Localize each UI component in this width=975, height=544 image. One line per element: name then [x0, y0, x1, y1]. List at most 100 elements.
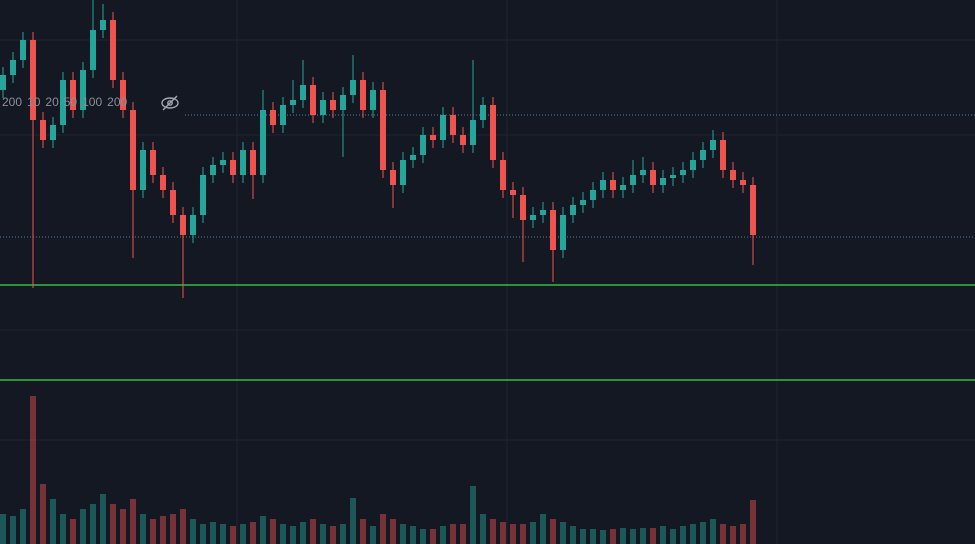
volume-bar	[400, 524, 406, 544]
candle-body	[420, 135, 426, 155]
candle-body	[220, 160, 226, 165]
candle-body	[290, 100, 296, 105]
candle-body	[380, 90, 386, 170]
candle-body	[60, 80, 66, 125]
candle-body	[250, 150, 256, 175]
candle-body	[630, 175, 636, 185]
candle-body	[440, 115, 446, 140]
legend-label: 20	[45, 95, 59, 109]
candle-body	[580, 200, 586, 205]
candle-body	[400, 160, 406, 185]
volume-bar	[450, 524, 456, 544]
volume-bar	[340, 524, 346, 544]
volume-bar	[210, 522, 216, 544]
candle-body	[460, 135, 466, 145]
volume-bar	[30, 396, 36, 544]
candle-body	[110, 20, 116, 80]
volume-bar	[20, 509, 26, 544]
candle-body	[80, 70, 86, 110]
volume-bar	[190, 519, 196, 544]
candle-body	[100, 20, 106, 30]
candle-body	[640, 170, 646, 175]
volume-bar	[110, 504, 116, 544]
candle-body	[310, 85, 316, 115]
volume-bar	[60, 514, 66, 544]
volume-bar	[520, 524, 526, 544]
volume-bar	[610, 529, 616, 544]
volume-bar	[600, 530, 606, 544]
volume-bar	[90, 504, 96, 544]
candle-body	[410, 155, 416, 160]
candle-body	[680, 170, 686, 175]
candle-body	[750, 185, 756, 235]
candle-body	[500, 160, 506, 190]
candle-body	[570, 205, 576, 215]
candle-body	[360, 80, 366, 110]
volume-bar	[700, 522, 706, 544]
volume-bar	[220, 524, 226, 544]
volume-bar	[160, 516, 166, 544]
candle-body	[30, 40, 36, 120]
candle-body	[370, 90, 376, 110]
legend-label: 10	[27, 95, 41, 109]
candle-body	[50, 125, 56, 140]
price-lines	[0, 114, 975, 381]
candle-body	[690, 160, 696, 170]
candle-body	[530, 215, 536, 220]
candle-body	[540, 210, 546, 215]
candle-body	[560, 215, 566, 250]
volume-bar	[750, 500, 756, 544]
volume-bar	[40, 484, 46, 544]
volume-bar	[240, 524, 246, 544]
volume-bar	[640, 528, 646, 544]
volume-bar	[10, 516, 16, 544]
volume-bar	[430, 529, 436, 544]
volume-bar	[500, 522, 506, 544]
candle-body	[170, 190, 176, 215]
volume-bar	[320, 524, 326, 544]
volume-bar	[490, 519, 496, 544]
candle-body	[550, 210, 556, 250]
volume-bar	[630, 529, 636, 544]
volume-bar	[0, 514, 6, 544]
candle-body	[620, 185, 626, 190]
volume-bar	[650, 528, 656, 544]
volume-bar	[440, 526, 446, 544]
volume-bar	[200, 524, 206, 544]
volume-bar	[50, 499, 56, 544]
volume-bar	[380, 514, 386, 544]
candle-body	[730, 170, 736, 180]
hide-icon[interactable]	[161, 95, 179, 111]
candle-body	[480, 105, 486, 120]
candle-body	[720, 140, 726, 170]
volume-pane	[0, 396, 756, 544]
candle-body	[660, 178, 666, 185]
candle-body	[430, 135, 436, 140]
volume-bar	[560, 522, 566, 544]
volume-bar	[170, 514, 176, 544]
volume-bar	[410, 526, 416, 544]
candle-body	[160, 175, 166, 190]
volume-bar	[280, 524, 286, 544]
candle-body	[670, 175, 676, 178]
volume-bar	[180, 509, 186, 544]
candle-body	[40, 120, 46, 140]
candle-body	[150, 150, 156, 175]
legend-label: 50	[64, 95, 78, 109]
volume-bar	[710, 519, 716, 544]
candle-body	[510, 190, 516, 195]
volume-bar	[590, 529, 596, 544]
candle-body	[230, 160, 236, 175]
candle-body	[610, 180, 616, 190]
legend-label: 100	[82, 95, 102, 109]
candle-body	[710, 140, 716, 150]
candle-body	[470, 120, 476, 145]
volume-bar	[140, 514, 146, 544]
candle-body	[190, 215, 196, 235]
candle-body	[300, 85, 306, 100]
volume-bar	[120, 509, 126, 544]
volume-bar	[570, 526, 576, 544]
candle-body	[270, 110, 276, 125]
